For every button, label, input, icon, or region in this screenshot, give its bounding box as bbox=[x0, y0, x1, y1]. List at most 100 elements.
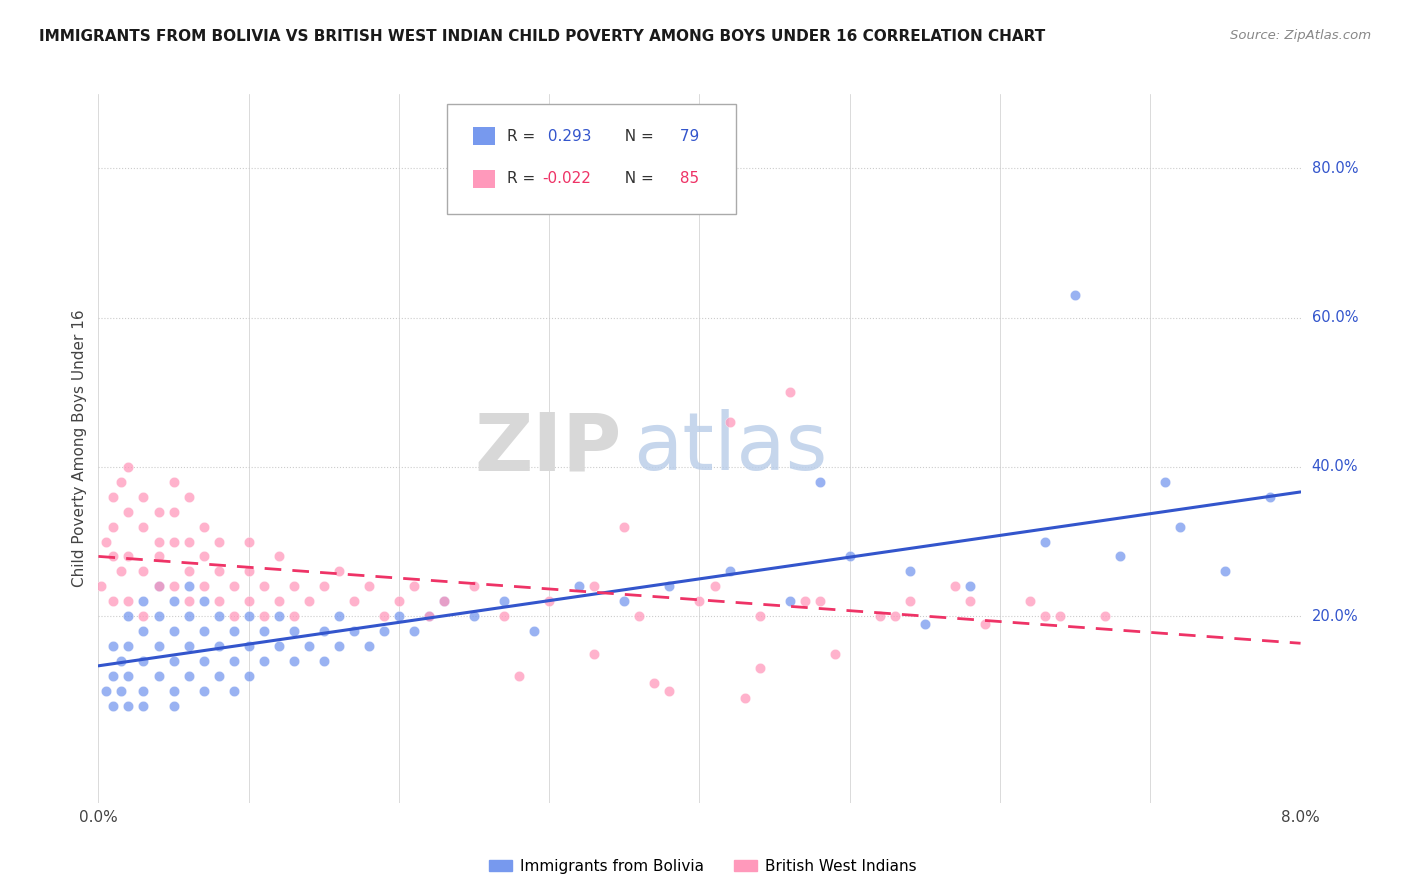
Point bbox=[208, 594, 231, 608]
Point bbox=[162, 534, 184, 549]
Point bbox=[388, 609, 411, 624]
Point bbox=[267, 594, 290, 608]
Point bbox=[779, 385, 801, 400]
Point bbox=[613, 519, 636, 533]
Point bbox=[222, 624, 245, 639]
Point bbox=[177, 534, 200, 549]
Point bbox=[162, 505, 184, 519]
Point bbox=[193, 624, 215, 639]
Point bbox=[103, 549, 125, 564]
Point bbox=[402, 624, 425, 639]
Text: 20.0%: 20.0% bbox=[1312, 608, 1358, 624]
Point bbox=[494, 609, 516, 624]
Text: N =: N = bbox=[614, 171, 654, 186]
Text: N =: N = bbox=[614, 128, 654, 144]
Point bbox=[357, 639, 380, 653]
Point bbox=[824, 647, 846, 661]
Point bbox=[193, 683, 215, 698]
Point bbox=[132, 654, 155, 668]
Point bbox=[253, 624, 276, 639]
Point bbox=[1049, 609, 1071, 624]
Point bbox=[328, 609, 350, 624]
Point bbox=[132, 698, 155, 713]
Point bbox=[132, 519, 155, 533]
Text: atlas: atlas bbox=[633, 409, 828, 487]
Point bbox=[103, 490, 125, 504]
Point bbox=[298, 639, 321, 653]
Point bbox=[103, 639, 125, 653]
Point bbox=[688, 594, 710, 608]
Point bbox=[148, 579, 170, 593]
Point bbox=[433, 594, 456, 608]
Point bbox=[312, 624, 335, 639]
Text: IMMIGRANTS FROM BOLIVIA VS BRITISH WEST INDIAN CHILD POVERTY AMONG BOYS UNDER 16: IMMIGRANTS FROM BOLIVIA VS BRITISH WEST … bbox=[39, 29, 1046, 44]
Point bbox=[117, 609, 139, 624]
Point bbox=[869, 609, 891, 624]
Point bbox=[238, 669, 260, 683]
Point bbox=[267, 549, 290, 564]
Point bbox=[808, 594, 831, 608]
FancyBboxPatch shape bbox=[474, 128, 495, 145]
Point bbox=[793, 594, 815, 608]
Point bbox=[312, 579, 335, 593]
Point bbox=[110, 683, 132, 698]
Point bbox=[117, 669, 139, 683]
Point bbox=[177, 594, 200, 608]
Point bbox=[193, 594, 215, 608]
Point bbox=[162, 579, 184, 593]
Point bbox=[90, 579, 112, 593]
Point bbox=[312, 654, 335, 668]
Point bbox=[148, 609, 170, 624]
Point bbox=[208, 639, 231, 653]
Point bbox=[583, 647, 606, 661]
Point bbox=[132, 624, 155, 639]
Point bbox=[162, 683, 184, 698]
Point bbox=[193, 549, 215, 564]
Point bbox=[1019, 594, 1042, 608]
Point bbox=[177, 639, 200, 653]
Point bbox=[658, 683, 681, 698]
Point bbox=[718, 415, 741, 429]
Point bbox=[1109, 549, 1132, 564]
Point bbox=[1094, 609, 1116, 624]
Point bbox=[238, 594, 260, 608]
Point bbox=[253, 609, 276, 624]
Point bbox=[538, 594, 561, 608]
Point bbox=[162, 654, 184, 668]
Point bbox=[1033, 609, 1056, 624]
Point bbox=[94, 534, 117, 549]
Point bbox=[343, 624, 366, 639]
Point bbox=[148, 505, 170, 519]
Point bbox=[959, 594, 981, 608]
Point bbox=[177, 609, 200, 624]
Point bbox=[373, 609, 395, 624]
Point bbox=[117, 549, 139, 564]
Point bbox=[748, 609, 770, 624]
Point bbox=[328, 565, 350, 579]
Point bbox=[748, 661, 770, 675]
Point bbox=[103, 519, 125, 533]
Point bbox=[238, 609, 260, 624]
Text: 80.0%: 80.0% bbox=[1312, 161, 1358, 176]
Text: 40.0%: 40.0% bbox=[1312, 459, 1358, 475]
Point bbox=[943, 579, 966, 593]
Point bbox=[222, 654, 245, 668]
Point bbox=[463, 579, 485, 593]
Point bbox=[508, 669, 530, 683]
Point bbox=[208, 534, 231, 549]
Text: 85: 85 bbox=[675, 171, 699, 186]
Point bbox=[222, 683, 245, 698]
Point bbox=[523, 624, 546, 639]
Point bbox=[898, 565, 921, 579]
Point bbox=[208, 669, 231, 683]
Point bbox=[838, 549, 860, 564]
Point bbox=[898, 594, 921, 608]
Point bbox=[148, 534, 170, 549]
Point bbox=[253, 579, 276, 593]
Point bbox=[283, 624, 305, 639]
Point bbox=[914, 616, 936, 631]
Point bbox=[103, 594, 125, 608]
Point bbox=[238, 639, 260, 653]
Point bbox=[328, 639, 350, 653]
Point bbox=[162, 594, 184, 608]
